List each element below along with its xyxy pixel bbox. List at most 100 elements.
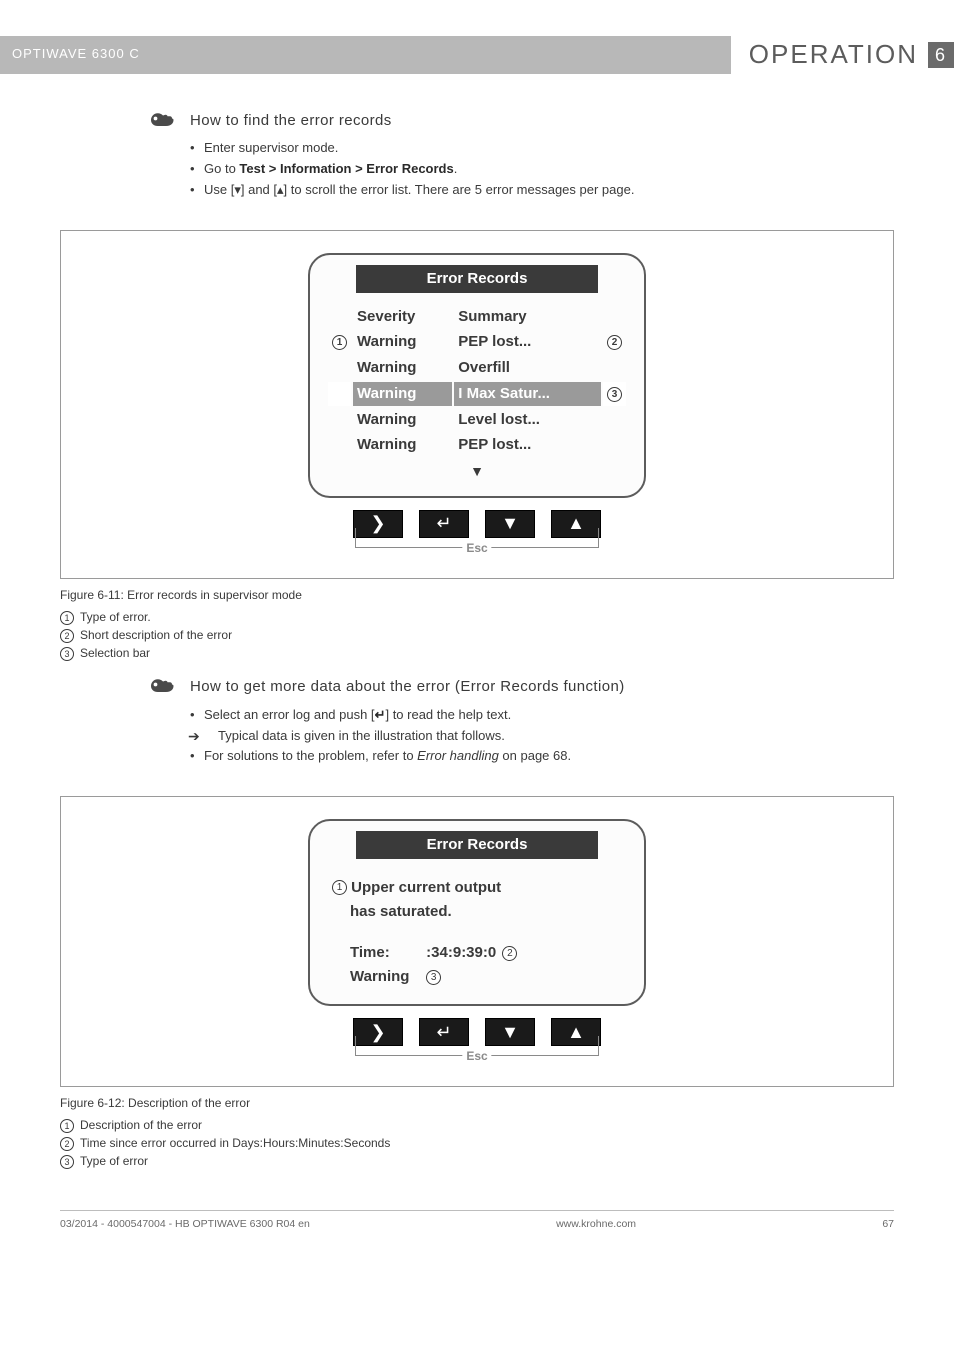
cell-severity: Warning [353, 356, 452, 380]
error-records-table: Severity Summary 1 Warning PEP lost... 2 [326, 303, 628, 460]
cell-summary: Level lost... [454, 408, 601, 432]
cell-severity: Warning [353, 408, 452, 432]
legend-item: 2 Short description of the error [60, 626, 894, 644]
howto-find-bullet: Use [▾] and [▴] to scroll the error list… [190, 181, 894, 200]
text: Select an error log and push [ [204, 707, 375, 722]
figure-6-12-caption: Figure 6-12: Description of the error [60, 1095, 894, 1112]
text: on page 68. [499, 748, 571, 763]
header-band: OPTIWAVE 6300 C OPERATION 6 [0, 36, 954, 74]
section-number-badge: 6 [928, 42, 954, 68]
legend-item: 3 Selection bar [60, 644, 894, 662]
time-value: :34:9:39:0 [426, 944, 496, 961]
legend-text: Time since error occurred in Days:Hours:… [80, 1136, 390, 1150]
legend-text: Type of error [80, 1154, 148, 1168]
text: Enter supervisor mode. [204, 140, 338, 155]
page-footer: 03/2014 - 4000547004 - HB OPTIWAVE 6300 … [60, 1210, 894, 1232]
warning-label: Warning [332, 966, 422, 988]
text: ] and [ [241, 182, 277, 197]
lcd-title: Error Records [356, 831, 598, 859]
marker-icon: 3 [426, 970, 441, 985]
lcd-panel: Error Records Severity Summary 1 Warning… [308, 253, 646, 498]
lcd-title: Error Records [356, 265, 598, 293]
legend-item: 1 Description of the error [60, 1116, 894, 1134]
table-row: Warning Level lost... [328, 408, 626, 432]
footer-center: www.krohne.com [556, 1217, 636, 1232]
italic-ref: Error handling [417, 748, 499, 763]
figure-6-12-box: Error Records 1 Upper current output has… [60, 796, 894, 1087]
legend-item: 2 Time since error occurred in Days:Hours… [60, 1134, 894, 1152]
bold-text: Test > Information > Error Records [239, 161, 453, 176]
table-row: 1 Warning PEP lost... 2 [328, 330, 626, 354]
cell-severity: Warning [353, 382, 452, 406]
lcd-panel: Error Records 1 Upper current output has… [308, 819, 646, 1006]
marker-icon: 2 [502, 946, 517, 961]
cell-summary: PEP lost... [454, 330, 601, 354]
legend-text: Description of the error [80, 1118, 202, 1132]
error-description-line: 1 Upper current output [332, 877, 622, 899]
time-label: Time: [332, 942, 422, 964]
howto-more-bullet: Select an error log and push [↵] to read… [190, 706, 894, 725]
table-row: Warning PEP lost... [328, 433, 626, 457]
marker-icon: 1 [332, 880, 347, 895]
legend-text: Type of error. [80, 610, 151, 624]
hand-icon [148, 674, 178, 698]
marker-icon: 3 [60, 1155, 74, 1169]
text: Upper current output [351, 879, 501, 896]
legend-text: Selection bar [80, 646, 150, 660]
section-title: OPERATION [749, 36, 918, 74]
howto-more-result: Typical data is given in the illustratio… [190, 727, 894, 746]
marker-icon: 1 [60, 611, 74, 625]
figure-6-12-legend: 1 Description of the error 2 Time since er… [60, 1116, 894, 1170]
col-summary: Summary [454, 305, 601, 329]
button-row: ❯ ↵ ▼ ▲ Esc [308, 510, 646, 556]
button-row: ❯ ↵ ▼ ▲ Esc [308, 1018, 646, 1064]
text: ] to scroll the error list. There are 5 … [284, 182, 635, 197]
marker-icon: 2 [607, 335, 622, 350]
table-row: Warning Overfill [328, 356, 626, 380]
esc-label: Esc [462, 540, 491, 557]
howto-find-heading: How to find the error records [190, 110, 894, 132]
type-row: Warning 3 [332, 966, 622, 988]
marker-icon: 3 [607, 387, 622, 402]
cell-severity: Warning [353, 330, 452, 354]
text: For solutions to the problem, refer to [204, 748, 417, 763]
legend-item: 1 Type of error. [60, 608, 894, 626]
time-row: Time: :34:9:39:0 2 [332, 942, 622, 964]
device-screen: Error Records Severity Summary 1 Warning… [308, 253, 646, 556]
text: ] to read the help text. [385, 707, 511, 722]
figure-6-11-legend: 1 Type of error. 2 Short description of th… [60, 608, 894, 662]
marker-icon: 2 [60, 1137, 74, 1151]
howto-more-bullet: For solutions to the problem, refer to E… [190, 747, 894, 766]
footer-page-number: 67 [882, 1217, 894, 1232]
col-severity: Severity [353, 305, 452, 329]
howto-more-section: How to get more data about the error (Er… [60, 676, 894, 766]
marker-icon: 1 [60, 1119, 74, 1133]
marker-icon: 2 [60, 629, 74, 643]
text: . [454, 161, 458, 176]
cell-severity: Warning [353, 433, 452, 457]
table-row-selected: Warning I Max Satur... 3 [328, 382, 626, 406]
text: Typical data is given in the illustratio… [218, 728, 505, 743]
howto-find-section: How to find the error records Enter supe… [60, 110, 894, 200]
howto-find-bullet: Go to Test > Information > Error Records… [190, 160, 894, 179]
cell-summary: Overfill [454, 356, 601, 380]
device-screen: Error Records 1 Upper current output has… [308, 819, 646, 1064]
howto-more-heading: How to get more data about the error (Er… [190, 676, 894, 698]
marker-icon: 3 [60, 647, 74, 661]
text: Use [ [204, 182, 234, 197]
scroll-down-indicator: ▼ [326, 461, 628, 481]
figure-6-11-box: Error Records Severity Summary 1 Warning… [60, 230, 894, 579]
cell-summary: I Max Satur... [454, 382, 601, 406]
product-name: OPTIWAVE 6300 C [0, 36, 731, 74]
text: Go to [204, 161, 239, 176]
legend-text: Short description of the error [80, 628, 232, 642]
enter-glyph: ↵ [375, 707, 386, 722]
error-description-line: has saturated. [332, 901, 622, 923]
cell-summary: PEP lost... [454, 433, 601, 457]
esc-label: Esc [462, 1048, 491, 1065]
marker-icon: 1 [332, 335, 347, 350]
hand-icon [148, 108, 178, 132]
howto-find-bullet: Enter supervisor mode. [190, 139, 894, 158]
figure-6-11-caption: Figure 6-11: Error records in supervisor… [60, 587, 894, 604]
section-heading: OPERATION 6 [731, 36, 954, 74]
